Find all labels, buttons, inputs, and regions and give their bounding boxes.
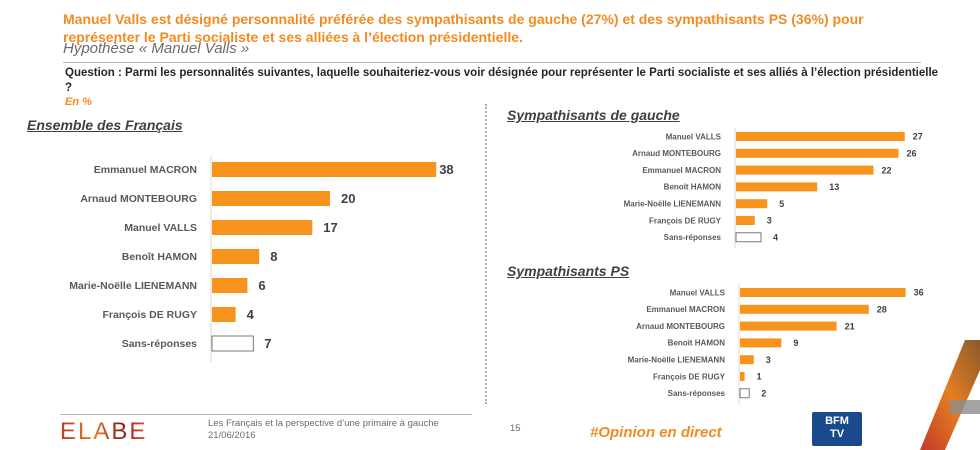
value-label: 28	[877, 305, 887, 315]
bfmtv-logo-bottom: TV	[829, 428, 845, 440]
bar	[736, 132, 905, 141]
vertical-divider	[485, 104, 487, 404]
bar-no-answer	[735, 232, 762, 243]
survey-question: Question : Parmi les personnalités suiva…	[65, 67, 939, 94]
value-label: 20	[341, 191, 355, 206]
category-label: Marie-Noëlle LIENEMANN	[624, 200, 722, 209]
category-label: Benoît HAMON	[668, 339, 726, 348]
chart-title-gauche: Sympathisants de gauche	[507, 107, 680, 123]
bar	[736, 165, 874, 175]
headline: Manuel Valls est désigné personnalité pr…	[63, 11, 864, 45]
value-label: 5	[779, 199, 784, 209]
footer-study-title: Les Français et la perspective d’une pri…	[208, 418, 439, 429]
bfmtv-logo: BFM TV	[812, 412, 862, 446]
bar	[740, 338, 782, 348]
category-label: François DE RUGY	[653, 372, 726, 381]
bar	[736, 199, 768, 209]
category-label: Sans-réponses	[122, 338, 197, 350]
category-label: Arnaud MONTEBOURG	[80, 193, 197, 205]
category-label: Sans-réponses	[668, 389, 726, 398]
bar	[212, 220, 313, 235]
category-label: Emmanuel MACRON	[94, 164, 197, 176]
bar	[212, 307, 236, 322]
category-label: Benoît HAMON	[664, 183, 722, 192]
bar	[736, 182, 818, 192]
category-label: Marie-Noëlle LIENEMANN	[69, 280, 197, 292]
value-label: 22	[882, 165, 892, 175]
value-label: 3	[766, 355, 771, 365]
a-shape-bar	[950, 400, 980, 414]
value-label: 4	[247, 307, 255, 322]
value-label: 27	[913, 132, 923, 142]
category-label: Manuel VALLS	[666, 132, 722, 141]
bar-chart-1: Manuel VALLS 27 Arnaud MONTEBOURG 26 Emmanue…	[624, 128, 923, 248]
bar	[212, 162, 437, 177]
bar-chart-0: Emmanuel MACRON 38 Arnaud MONTEBOURG 20 Manu…	[69, 155, 454, 362]
bar	[740, 355, 754, 365]
value-label: 17	[323, 220, 337, 235]
bar	[740, 372, 745, 381]
decorative-a-shape	[920, 340, 980, 450]
header-divider	[63, 62, 921, 63]
chart-title-ensemble: Ensemble des Français	[27, 117, 183, 133]
category-label: Arnaud MONTEBOURG	[632, 149, 721, 158]
category-label: Arnaud MONTEBOURG	[636, 322, 725, 331]
value-label: 36	[914, 288, 924, 298]
category-label: François DE RUGY	[102, 309, 197, 321]
elabe-logo: ELABE	[60, 418, 148, 445]
bar-chart-2: Manuel VALLS 36 Emmanuel MACRON 28 Arnaud MO…	[628, 284, 924, 404]
a-shape-stroke	[920, 340, 980, 450]
bar	[736, 216, 755, 225]
category-label: François DE RUGY	[649, 216, 722, 225]
bfmtv-logo-top: BFM	[825, 415, 849, 427]
value-label: 2	[761, 389, 766, 399]
value-label: 7	[264, 336, 271, 351]
hashtag: #Opinion en direct	[590, 424, 722, 441]
bar	[212, 191, 330, 206]
value-label: 26	[907, 149, 917, 159]
bar	[212, 278, 248, 293]
category-label: Sans-réponses	[664, 233, 722, 242]
value-label: 21	[845, 321, 855, 331]
value-label: 13	[829, 182, 839, 192]
category-label: Manuel VALLS	[124, 222, 197, 234]
bar-no-answer	[739, 388, 750, 399]
hypothesis-subtitle: Hypothèse « Manuel Valls »	[63, 40, 250, 57]
category-label: Marie-Noëlle LIENEMANN	[628, 356, 726, 365]
page-number: 15	[510, 423, 521, 434]
value-label: 1	[757, 372, 762, 382]
bar	[736, 148, 899, 158]
bar	[740, 304, 869, 314]
bar	[740, 321, 837, 331]
bar	[212, 249, 260, 264]
footer-divider	[60, 414, 472, 415]
value-label: 8	[270, 249, 277, 264]
bar-no-answer	[211, 335, 254, 352]
value-label: 38	[439, 162, 453, 177]
value-label: 3	[767, 216, 772, 226]
footer-date: 21/06/2016	[208, 430, 256, 441]
value-label: 4	[773, 233, 778, 243]
category-label: Emmanuel MACRON	[646, 305, 725, 314]
category-label: Manuel VALLS	[670, 288, 726, 297]
footer-study-info: Les Français et la perspective d’une pri…	[208, 418, 439, 442]
value-label: 6	[258, 278, 265, 293]
bar	[740, 288, 906, 297]
unit-label: En %	[65, 96, 92, 108]
category-label: Benoît HAMON	[122, 251, 197, 263]
value-label: 9	[793, 338, 798, 348]
chart-title-ps: Sympathisants PS	[507, 263, 630, 279]
category-label: Emmanuel MACRON	[642, 166, 721, 175]
